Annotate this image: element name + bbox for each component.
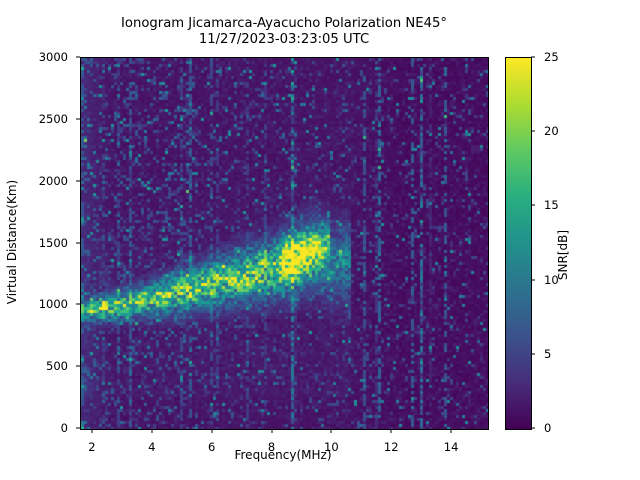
- x-axis-label: Frequency(MHz): [234, 448, 332, 462]
- y-axis-tick-mark: [76, 427, 80, 429]
- x-axis-tick-mark: [450, 429, 452, 433]
- x-axis-tick-label: 6: [208, 440, 216, 454]
- x-axis-tick-label: 12: [383, 440, 399, 454]
- y-axis-tick-label: 2500: [38, 111, 68, 126]
- y-axis-tick-mark: [76, 56, 80, 58]
- x-axis-tick-mark: [151, 429, 153, 433]
- ionogram-heatmap-canvas: [81, 58, 488, 429]
- chart-title: Ionogram Jicamarca-Ayacucho Polarization…: [121, 16, 447, 47]
- y-axis-label: Virtual Distance(Km): [5, 179, 19, 305]
- x-axis-tick-mark: [91, 429, 93, 433]
- colorbar-tick-mark: [531, 279, 535, 281]
- x-axis-tick-label: 4: [148, 440, 156, 454]
- y-axis-tick-label: 3000: [38, 50, 68, 64]
- colorbar: [505, 57, 532, 430]
- colorbar-tick-label: 10: [544, 272, 559, 287]
- colorbar-gradient: [506, 58, 531, 429]
- x-axis-tick-mark: [330, 429, 332, 433]
- colorbar-tick-label: 0: [544, 421, 552, 435]
- colorbar-tick-mark: [531, 130, 535, 132]
- y-axis-tick-mark: [76, 180, 80, 182]
- x-axis-tick-label: 8: [267, 440, 276, 454]
- colorbar-tick-mark: [531, 56, 535, 58]
- x-axis-tick-label: 10: [324, 440, 339, 454]
- colorbar-tick-mark: [531, 427, 535, 429]
- y-axis-tick-label: 500: [46, 359, 68, 374]
- colorbar-tick-label: 15: [544, 198, 559, 213]
- y-axis-tick-label: 1500: [38, 235, 68, 250]
- x-axis-tick-label: 2: [88, 440, 96, 454]
- x-axis-tick-mark: [271, 429, 273, 433]
- colorbar-tick-label: 5: [544, 346, 552, 361]
- y-axis-tick-mark: [76, 365, 80, 367]
- x-axis-tick-mark: [211, 429, 213, 433]
- y-axis-tick-mark: [76, 242, 80, 243]
- y-axis-tick-label: 0: [60, 421, 68, 435]
- y-axis-tick-mark: [76, 303, 80, 305]
- y-axis-tick-mark: [76, 118, 80, 120]
- y-axis-tick-label: 1000: [38, 297, 68, 312]
- x-axis-tick-label: 14: [443, 440, 459, 454]
- colorbar-tick-mark: [531, 353, 535, 355]
- ionogram-plot-area: [80, 57, 489, 430]
- x-axis-tick-mark: [390, 429, 392, 433]
- colorbar-tick-label: 20: [544, 124, 559, 139]
- y-axis-tick-label: 2000: [38, 173, 68, 188]
- colorbar-tick-mark: [531, 204, 535, 206]
- colorbar-tick-label: 25: [544, 50, 559, 64]
